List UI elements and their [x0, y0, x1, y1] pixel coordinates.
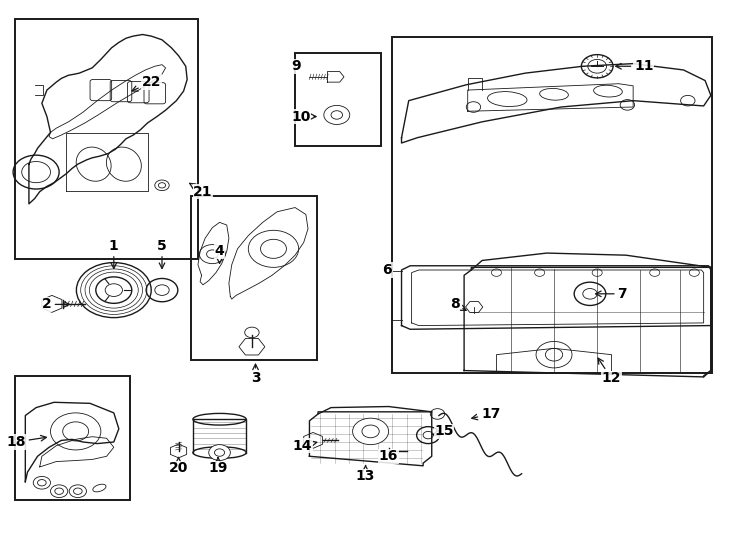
Text: 14: 14 — [293, 438, 317, 453]
Text: 3: 3 — [251, 364, 261, 386]
Bar — [15, 376, 130, 500]
Text: 10: 10 — [291, 110, 316, 124]
Text: 13: 13 — [356, 465, 375, 483]
Text: 9: 9 — [291, 59, 302, 73]
Text: 22: 22 — [132, 75, 161, 91]
Text: 12: 12 — [598, 358, 621, 386]
Bar — [392, 37, 712, 373]
Bar — [295, 53, 382, 146]
Text: 2: 2 — [42, 298, 69, 312]
Text: 6: 6 — [382, 263, 392, 277]
Text: 8: 8 — [450, 298, 466, 312]
Text: 21: 21 — [189, 184, 213, 199]
Text: 7: 7 — [595, 287, 627, 301]
Bar — [15, 18, 198, 259]
Circle shape — [352, 418, 388, 444]
Text: 16: 16 — [379, 449, 399, 463]
Text: 11: 11 — [616, 59, 654, 73]
Text: 19: 19 — [208, 457, 228, 475]
Text: 5: 5 — [157, 239, 167, 268]
Text: 4: 4 — [214, 245, 225, 264]
Text: 17: 17 — [472, 407, 501, 421]
Circle shape — [208, 444, 230, 461]
Text: 1: 1 — [109, 239, 119, 268]
Text: 20: 20 — [169, 457, 188, 475]
Bar — [191, 196, 316, 360]
Text: 15: 15 — [433, 424, 454, 438]
Text: 18: 18 — [6, 435, 46, 449]
